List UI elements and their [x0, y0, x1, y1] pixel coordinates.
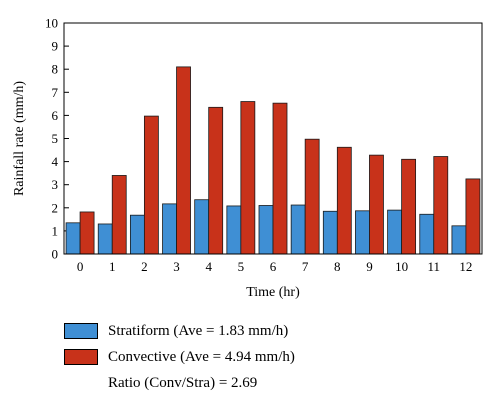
y-tick-label: 8	[52, 62, 59, 77]
convective-bar	[176, 66, 191, 255]
convective-bar	[143, 115, 159, 255]
legend-item-convective: Convective (Ave = 4.94 mm/h)	[64, 344, 295, 370]
x-tick-label: 9	[366, 259, 373, 274]
stratiform-bar	[129, 214, 145, 255]
convective-bar	[401, 158, 417, 255]
stratiform-bar	[162, 203, 177, 255]
x-tick-label: 6	[270, 259, 277, 274]
stratiform-bar	[97, 223, 113, 255]
stratiform-bar	[387, 209, 403, 255]
x-axis-title: Time (hr)	[246, 285, 300, 300]
stratiform-bar	[322, 210, 338, 255]
convective-bar	[272, 102, 288, 255]
stratiform-swatch	[64, 323, 98, 339]
x-tick-label: 1	[109, 259, 116, 274]
convective-bar	[111, 175, 127, 255]
x-tick-label: 0	[77, 259, 84, 274]
stratiform-bar	[258, 205, 274, 255]
convective-bar	[304, 138, 320, 255]
stratiform-bar	[451, 225, 467, 255]
stratiform-bar	[355, 210, 370, 255]
legend: Stratiform (Ave = 1.83 mm/h) Convective …	[64, 318, 295, 396]
plot-frame	[63, 22, 483, 255]
convective-bar	[336, 146, 352, 255]
y-tick-label: 7	[52, 85, 59, 100]
convective-bar	[369, 154, 384, 255]
y-tick-label: 1	[52, 223, 59, 238]
convective-swatch	[64, 349, 98, 365]
convective-bar	[465, 178, 481, 255]
ratio-annotation: Ratio (Conv/Stra) = 2.69	[108, 374, 258, 391]
x-tick-label: 7	[302, 259, 309, 274]
convective-bar	[240, 101, 256, 255]
y-tick-label: 6	[52, 108, 59, 123]
stratiform-bar	[226, 205, 242, 255]
x-tick-label: 10	[395, 259, 408, 274]
x-tick-label: 5	[238, 259, 245, 274]
y-axis-title: Rainfall rate (mm/h)	[12, 81, 27, 196]
y-tick-label: 4	[52, 154, 59, 169]
stratiform-bar	[419, 213, 435, 255]
y-axis-ticks: 0 1 2 3 4 5 6 7 8 9 10	[45, 16, 69, 262]
x-tick-label: 3	[173, 259, 180, 274]
convective-bar	[208, 106, 224, 255]
y-tick-label: 2	[52, 200, 59, 215]
y-tick-label: 5	[52, 131, 59, 146]
stratiform-bar	[194, 199, 210, 255]
x-tick-label: 12	[459, 259, 472, 274]
bars-group	[65, 66, 481, 255]
x-tick-label: 11	[428, 259, 441, 274]
y-tick-label: 10	[45, 16, 58, 31]
x-tick-label: 2	[141, 259, 148, 274]
stratiform-bar	[65, 222, 81, 255]
y-tick-label: 3	[52, 177, 59, 192]
y-tick-label: 0	[52, 247, 59, 262]
legend-label-stratiform: Stratiform (Ave = 1.83 mm/h)	[108, 322, 289, 339]
x-tick-label: 4	[205, 259, 212, 274]
legend-item-stratiform: Stratiform (Ave = 1.83 mm/h)	[64, 318, 295, 344]
x-tick-label: 8	[334, 259, 341, 274]
y-tick-label: 9	[52, 39, 59, 54]
stratiform-bar	[290, 204, 306, 255]
convective-bar	[433, 156, 449, 255]
convective-bar	[79, 211, 95, 255]
legend-label-convective: Convective (Ave = 4.94 mm/h)	[108, 348, 295, 365]
